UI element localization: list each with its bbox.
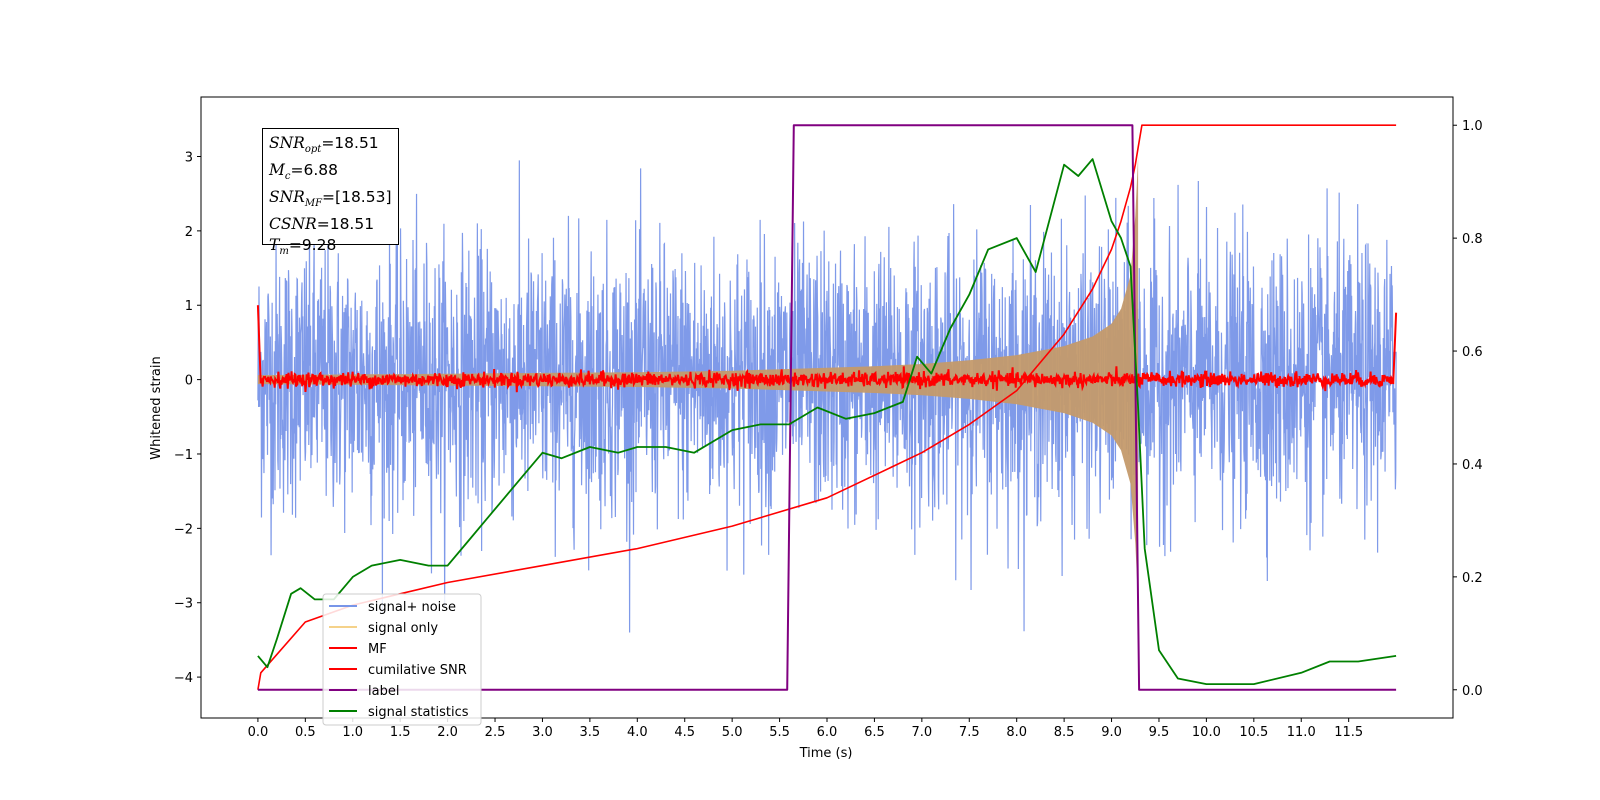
annotation-snr-opt: SNRopt=18.51 [269, 134, 379, 156]
y-tick-left-label: −4 [174, 671, 193, 686]
annotation-mc: Mc=6.88 [269, 161, 338, 183]
legend-entry: MF [368, 642, 387, 657]
x-tick-label: 2.5 [485, 725, 506, 740]
y-tick-left-label: 1 [185, 299, 193, 314]
x-tick-label: 4.5 [674, 725, 695, 740]
legend-entry: signal only [368, 621, 438, 636]
x-tick-label: 8.5 [1054, 725, 1075, 740]
x-tick-label: 5.5 [769, 725, 790, 740]
y-tick-right-label: 1.0 [1462, 119, 1483, 134]
x-tick-label: 2.0 [437, 725, 458, 740]
y-tick-right-label: 0.6 [1462, 345, 1483, 360]
legend-box [322, 593, 482, 726]
x-tick-label: 9.0 [1101, 725, 1122, 740]
y-tick-left-label: 2 [185, 225, 193, 240]
y-tick-left-label: −1 [174, 448, 193, 463]
x-tick-label: 1.0 [342, 725, 363, 740]
y-tick-left-label: −2 [174, 522, 193, 537]
series-signal-noise [257, 160, 1397, 633]
x-axis: 0.0 0.5 1.0 1.5 2.0 2.5 3.0 3.5 4.0 4.5 5.0 5.5 6.0 6… [248, 718, 1363, 740]
x-tick-label: 6.0 [817, 725, 838, 740]
series-label [257, 124, 1397, 691]
x-tick-label: 0.0 [248, 725, 269, 740]
x-tick-label: 11.0 [1287, 725, 1316, 740]
x-tick-label: 9.5 [1149, 725, 1170, 740]
stats-annotation-box: SNRopt=18.51 Mc=6.88 SNRMF=[18.53] CSNR=… [262, 128, 399, 257]
y-tick-right-label: 0.4 [1462, 458, 1483, 473]
legend-entry: signal+ noise [368, 600, 456, 615]
y-tick-left-label: 0 [185, 374, 193, 389]
x-tick-label: 5.0 [722, 725, 743, 740]
legend-entry: label [368, 684, 399, 699]
legend-entry: cumilative SNR [368, 663, 467, 678]
series-mf [256, 305, 1398, 393]
legend: signal+ noise signal only MF cumilative SNR… [322, 593, 482, 726]
x-tick-label: 4.0 [627, 725, 648, 740]
y-axis-right: 1.0 0.8 0.6 0.4 0.2 0.0 [1453, 119, 1483, 699]
x-tick-label: 8.0 [1006, 725, 1027, 740]
x-axis-label: Time (s) [799, 746, 853, 761]
y-tick-right-label: 0.2 [1462, 571, 1483, 586]
y-tick-right-label: 0.0 [1462, 684, 1483, 699]
annotation-tm: Tm=9.28 [269, 236, 337, 258]
y-axis-left: 3 2 1 0 −1 −2 −3 −4 [174, 150, 201, 686]
annotation-csnr: CSNR=18.51 [269, 215, 375, 234]
x-tick-label: 10.5 [1239, 725, 1268, 740]
x-tick-label: 7.5 [959, 725, 980, 740]
annotation-snr-mf: SNRMF=[18.53] [269, 188, 392, 210]
y-tick-left-label: −3 [174, 597, 193, 612]
x-tick-label: 10.0 [1192, 725, 1221, 740]
x-tick-label: 7.0 [912, 725, 933, 740]
y-axis-label: Whitened strain [149, 356, 164, 459]
legend-entry: signal statistics [368, 705, 469, 720]
series-signal-statistics [257, 158, 1397, 685]
x-tick-label: 3.5 [580, 725, 601, 740]
x-tick-label: 3.0 [532, 725, 553, 740]
x-tick-label: 11.5 [1334, 725, 1363, 740]
y-tick-right-label: 0.8 [1462, 232, 1483, 247]
x-tick-label: 1.5 [390, 725, 411, 740]
y-tick-left-label: 3 [185, 150, 193, 165]
x-tick-label: 0.5 [295, 725, 316, 740]
x-tick-label: 6.5 [864, 725, 885, 740]
